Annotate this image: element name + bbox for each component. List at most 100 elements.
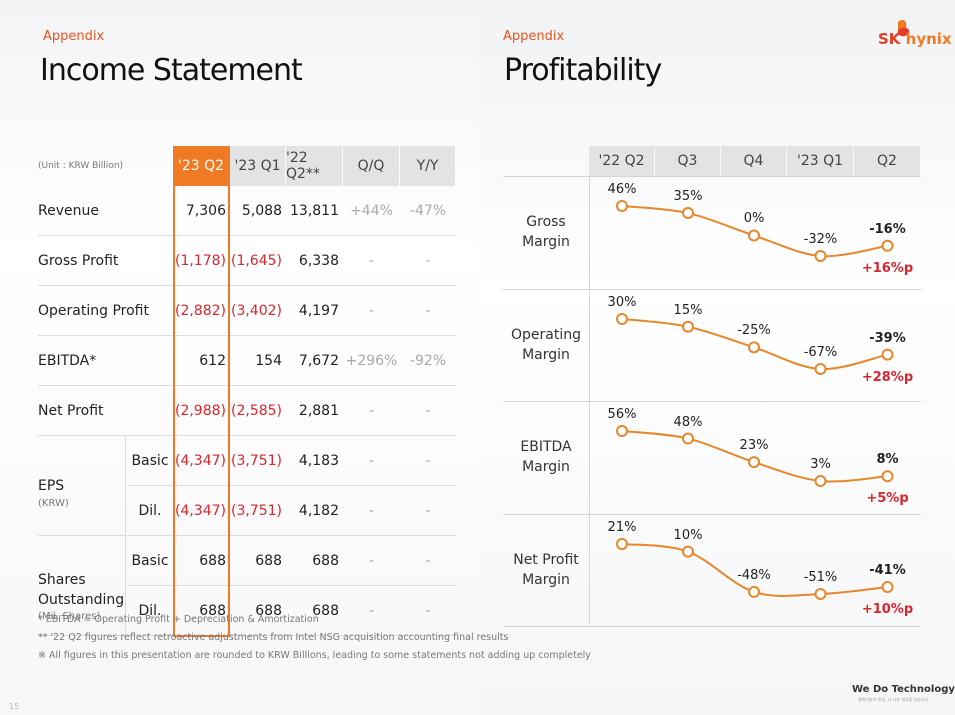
page-title-income-statement: Income Statement [40, 53, 303, 88]
value-cell: 7,672 [298, 352, 339, 369]
footnote-adjustment: ** '22 Q2 figures reflect retroactive ad… [38, 632, 509, 643]
band-separator [503, 289, 921, 290]
value-cell: (4,347) [174, 452, 226, 469]
footer-brand-subtitle: 행복기술이 완성, 더 나은 세상을 만듭니다 [858, 697, 929, 702]
value-cell: (3,751) [230, 452, 282, 469]
value-cell: - [368, 252, 375, 269]
series-label-text: Net Profit Margin [513, 550, 579, 590]
value-cell: 688 [312, 602, 339, 619]
series-label-line: Operating [511, 327, 581, 343]
band-separator [503, 514, 921, 515]
group-label-line2: Outstanding [38, 591, 125, 608]
data-label: 15% [673, 302, 703, 318]
table-row: Operating Profit (2,882) (3,402) 4,197 - - [38, 286, 456, 336]
value-cell: 612 [199, 352, 226, 369]
sub-row-label: Dil. [138, 602, 162, 619]
footnote-rounding: ※ All figures in this presentation are r… [38, 650, 591, 661]
data-label: -39% [869, 330, 906, 346]
series-label-line: Margin [522, 459, 570, 475]
chart-category-header: '23 Q1 [787, 146, 853, 176]
value-cell: 688 [199, 552, 226, 569]
table-header-row: (Unit : KRW Billion) '23 Q2'23 Q1'22 Q2**… [38, 146, 456, 186]
sub-row-label: Basic [131, 552, 169, 569]
series-label-line: Margin [522, 234, 570, 250]
group-label-line1: EPS [38, 478, 65, 494]
series-label-line: Net Profit [513, 552, 579, 568]
data-label: -51% [803, 570, 838, 585]
delta-label: +10%p [861, 602, 914, 618]
data-label: 46% [607, 182, 637, 197]
sub-row-label: Basic [131, 452, 169, 469]
data-label: 48% [673, 414, 703, 430]
data-label: -48% [737, 567, 771, 583]
group-label: Shares Outstanding (Mil. Shares) [38, 536, 126, 636]
value-cell: - [425, 402, 431, 419]
band-separator [503, 401, 921, 402]
value-cell: -47% [409, 202, 447, 219]
row-label: Gross Profit [38, 252, 119, 269]
value-cell: - [425, 602, 431, 619]
series-label-line: Margin [522, 347, 570, 363]
column-header: Q/Q [343, 146, 399, 186]
value-cell: 4,197 [298, 302, 339, 319]
group-label-line1: Shares [38, 571, 86, 588]
series-label-text: Operating Margin [511, 325, 581, 365]
value-cell: - [425, 252, 431, 269]
footer-brand: We Do Technology [852, 684, 955, 695]
data-label: 30% [607, 295, 637, 310]
footnote-ebitda: * EBITDA = Operating Profit + Depreciati… [38, 614, 319, 625]
value-cell: (1,645) [230, 252, 282, 269]
data-label: -41% [869, 563, 906, 579]
page-title-profitability: Profitability [504, 53, 662, 88]
sk-hynix-logo: SK hynix [878, 30, 952, 48]
value-cell: - [368, 402, 375, 419]
section-label-right: Appendix [503, 29, 565, 44]
value-cell: (2,988) [174, 402, 226, 419]
value-cell: - [425, 452, 431, 469]
value-cell: (4,347) [174, 502, 226, 519]
table-row: EBITDA* 612 154 7,672 +296% -92% [38, 336, 456, 386]
value-cell: (2,585) [230, 402, 282, 419]
value-cell: - [368, 502, 375, 519]
value-cell: 688 [199, 602, 226, 619]
band-separator [503, 176, 921, 177]
value-cell: 688 [312, 552, 339, 569]
value-cell: - [425, 552, 431, 569]
table-row: Basic (4,347) (3,751) 4,183 - - [127, 436, 456, 486]
series-row-label: Net Profit Margin [503, 514, 589, 626]
value-cell: (3,402) [230, 302, 282, 319]
value-cell: 688 [255, 602, 282, 619]
sub-row-label: Dil. [138, 502, 162, 519]
value-cell: 13,811 [290, 202, 339, 219]
data-label: 10% [673, 527, 703, 543]
group-label-unit: (KRW) [38, 498, 69, 509]
table-row: Revenue 7,306 5,088 13,811 +44% -47% [38, 186, 456, 236]
value-cell: - [368, 452, 375, 469]
value-cell: 4,183 [298, 452, 339, 469]
value-cell: 154 [255, 352, 282, 369]
logo-sk: SK [878, 30, 901, 48]
column-header: '23 Q2 [173, 146, 229, 186]
value-cell: - [368, 602, 375, 619]
value-cell: 6,338 [298, 252, 339, 269]
data-label: 56% [607, 407, 637, 422]
chart-category-header: Q4 [721, 146, 786, 176]
value-cell: 7,306 [185, 202, 226, 219]
value-cell: 688 [255, 552, 282, 569]
logo-hynix: hynix [905, 30, 952, 48]
row-label: Revenue [38, 202, 99, 219]
chart-category-header: '22 Q2 [589, 146, 654, 176]
column-header: '22 Q2** [286, 146, 342, 186]
data-label: -67% [803, 345, 838, 360]
row-label: Operating Profit [38, 302, 149, 319]
row-label: EBITDA* [38, 352, 97, 369]
table-row: Dil. (4,347) (3,751) 4,182 - - [127, 486, 456, 536]
band-separator [503, 626, 921, 627]
series-label-text: EBITDA Margin [520, 437, 571, 477]
series-label-text: Gross Margin [522, 212, 570, 252]
group-label-unit: (Mil. Shares) [38, 610, 101, 622]
data-label: 23% [739, 438, 769, 454]
value-cell: 5,088 [241, 202, 282, 219]
row-label: Net Profit [38, 402, 104, 419]
group-label: EPS (KRW) [38, 436, 126, 536]
